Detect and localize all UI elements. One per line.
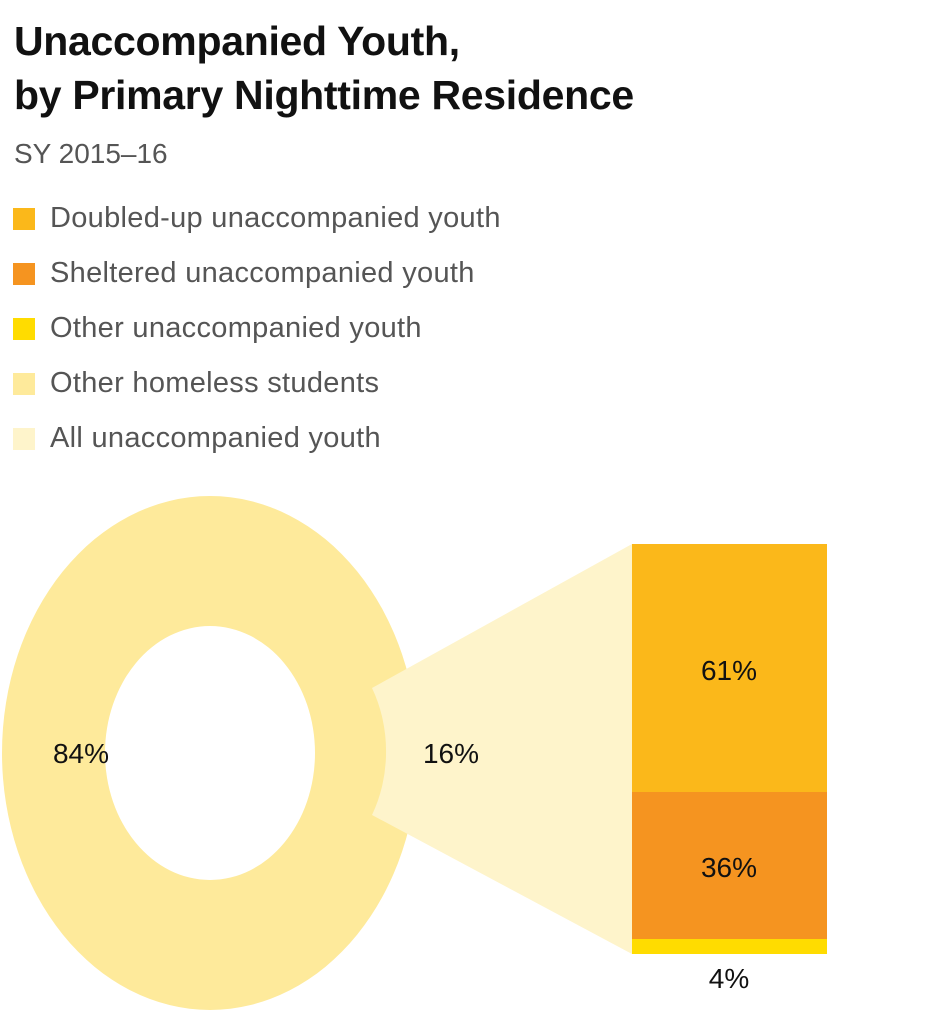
legend-item-all-unaccompanied: All unaccompanied youth (13, 411, 501, 466)
legend-label: Other homeless students (50, 367, 380, 399)
chart-title-line-1: Unaccompanied Youth, (14, 18, 460, 64)
label-other-unaccompanied: 4% (709, 963, 749, 994)
legend-label: Other unaccompanied youth (50, 312, 422, 344)
bar-segment-sheltered (632, 792, 827, 939)
legend-item-other-homeless: Other homeless students (13, 356, 501, 411)
label-doubled-up: 61% (701, 655, 757, 686)
legend-swatch-other-homeless (13, 372, 35, 395)
legend-label: All unaccompanied youth (50, 422, 381, 454)
chart-title: Unaccompanied Youth, by Primary Nighttim… (14, 14, 634, 122)
legend-swatch-sheltered (13, 262, 35, 285)
legend-swatch-doubled-up (13, 207, 35, 230)
chart-subtitle: SY 2015–16 (14, 138, 168, 169)
bar-segment-doubled-up (632, 544, 827, 792)
chart-title-line-2: by Primary Nighttime Residence (14, 72, 634, 118)
bar-segment-other-unaccompanied (632, 939, 827, 954)
legend-item-doubled-up: Doubled-up unaccompanied youth (13, 191, 501, 246)
label-all-unaccompanied: 16% (423, 738, 479, 769)
legend-item-sheltered: Sheltered unaccompanied youth (13, 246, 501, 301)
legend-item-other-unaccompanied: Other unaccompanied youth (13, 301, 501, 356)
wedge-all-unaccompanied (372, 544, 632, 954)
legend-label: Sheltered unaccompanied youth (50, 257, 475, 289)
label-other-homeless: 84% (53, 738, 109, 769)
label-sheltered: 36% (701, 852, 757, 883)
legend-swatch-all-unaccompanied (13, 427, 35, 450)
donut-slice-other-homeless (2, 496, 418, 1010)
legend-label: Doubled-up unaccompanied youth (50, 202, 501, 234)
legend: Doubled-up unaccompanied youth Sheltered… (13, 191, 501, 466)
legend-swatch-other-unaccompanied (13, 317, 35, 340)
